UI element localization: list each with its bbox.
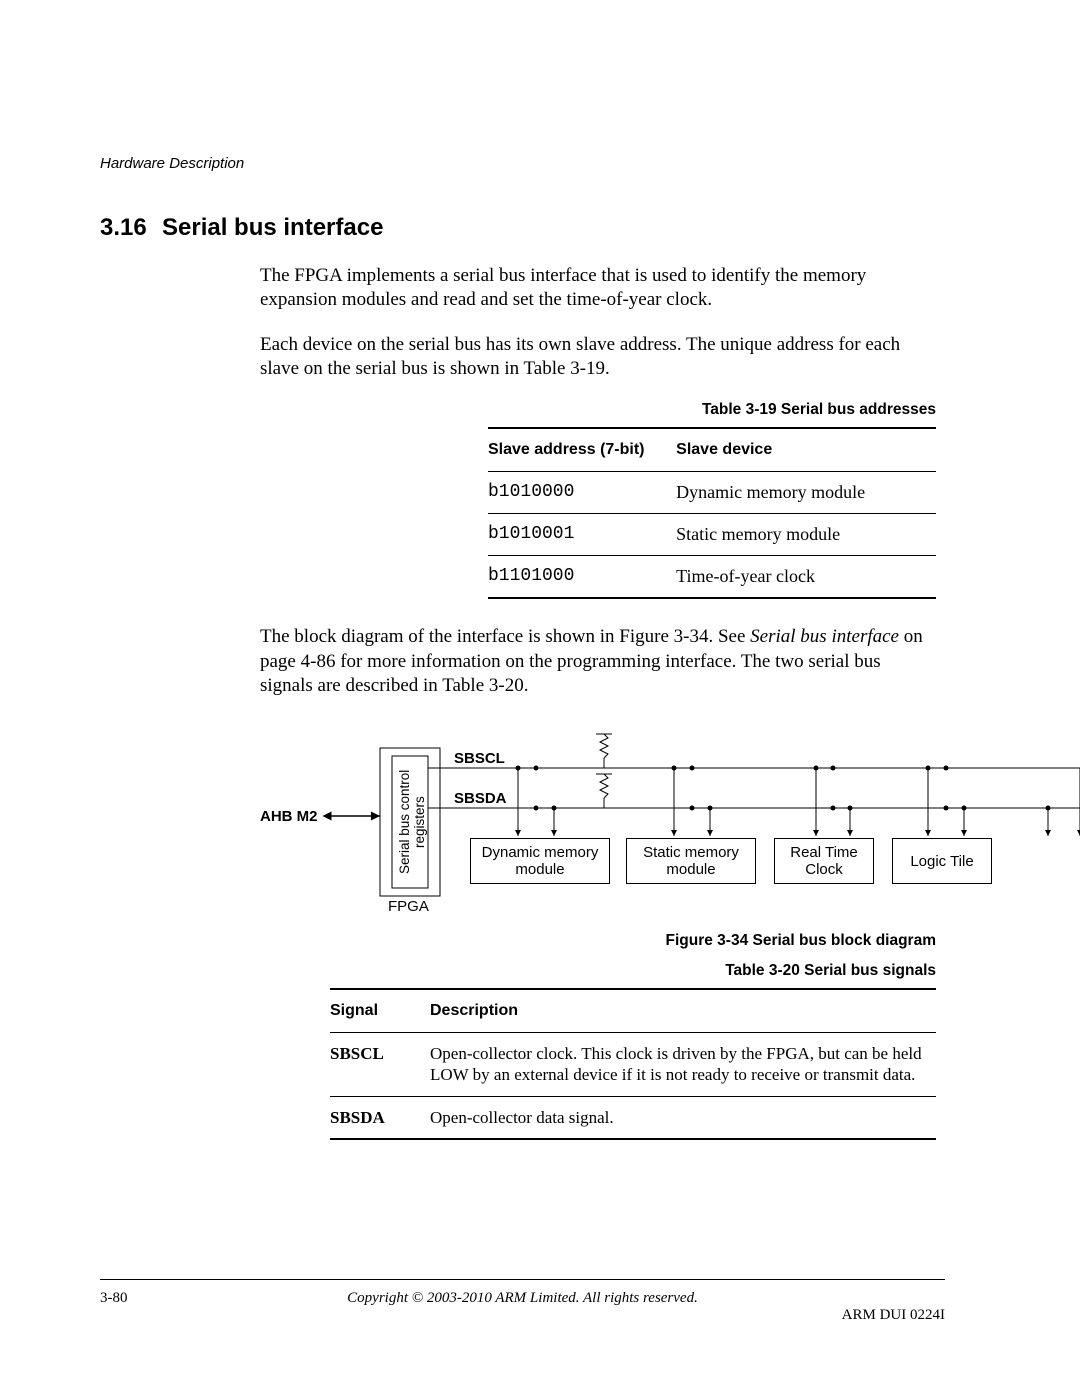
table-row: SBSCL Open-collector clock. This clock i… [330,1033,936,1097]
table-cell: Open-collector clock. This clock is driv… [430,1033,936,1097]
page: Hardware Description 3.16Serial bus inte… [0,0,1080,1397]
table-row: b1010000 Dynamic memory module [488,472,936,514]
table-signals-wrap: Table 3-20 Serial bus signals Signal Des… [330,962,936,1140]
registers-box-label: Serial bus control registers [398,762,428,882]
table-cell: b1010001 [488,514,676,556]
table-header-cell: Description [430,989,936,1033]
table-header-cell: Signal [330,989,430,1033]
text: The block diagram of the interface is sh… [260,626,750,647]
table-header-cell: Slave address (7-bit) [488,428,676,472]
module-rtc: Real Time Clock [774,838,874,884]
text-italic: Serial bus interface [750,626,899,647]
table-cell: Static memory module [676,514,936,556]
table-cell: b1010000 [488,472,676,514]
table-header-cell: Slave device [676,428,936,472]
serial-bus-diagram: AHB M2 [260,728,1080,918]
page-footer: 3-80 Copyright © 2003-2010 ARM Limited. … [100,1279,945,1307]
table-cell: b1101000 [488,556,676,599]
fpga-label: FPGA [388,898,429,915]
copyright: Copyright © 2003-2010 ARM Limited. All r… [100,1290,945,1307]
table-cell: SBSDA [330,1096,430,1139]
figure-caption: Figure 3-34 Serial bus block diagram [260,932,936,950]
paragraph-3: The block diagram of the interface is sh… [260,625,936,698]
module-static-memory: Static memory module [626,838,756,884]
table-signals-caption: Table 3-20 Serial bus signals [330,962,936,980]
section-number: 3.16 [100,214,162,242]
paragraph-1: The FPGA implements a serial bus interfa… [260,264,936,313]
doc-id: ARM DUI 0224I [842,1307,945,1324]
table-addresses-wrap: Table 3-19 Serial bus addresses Slave ad… [488,401,936,599]
table-row: SBSDA Open-collector data signal. [330,1096,936,1139]
module-logic-tile: Logic Tile [892,838,992,884]
paragraph-2: Each device on the serial bus has its ow… [260,333,936,382]
section-title: Serial bus interface [162,214,383,241]
table-row: b1010001 Static memory module [488,514,936,556]
body-block: The FPGA implements a serial bus interfa… [260,264,936,1140]
module-dynamic-memory: Dynamic memory module [470,838,610,884]
table-header-row: Signal Description [330,989,936,1033]
page-number: 3-80 [100,1290,128,1307]
table-signals: Signal Description SBSCL Open-collector … [330,988,936,1140]
table-cell: SBSCL [330,1033,430,1097]
table-row: b1101000 Time-of-year clock [488,556,936,599]
table-cell: Open-collector data signal. [430,1096,936,1139]
sbsda-label: SBSDA [454,790,507,807]
sbscl-label: SBSCL [454,750,505,767]
diagram-svg [260,728,1080,918]
table-cell: Time-of-year clock [676,556,936,599]
table-cell: Dynamic memory module [676,472,936,514]
table-addresses-caption: Table 3-19 Serial bus addresses [488,401,936,419]
section-heading: 3.16Serial bus interface [100,214,945,242]
table-addresses: Slave address (7-bit) Slave device b1010… [488,427,936,599]
running-head: Hardware Description [100,155,945,172]
table-header-row: Slave address (7-bit) Slave device [488,428,936,472]
